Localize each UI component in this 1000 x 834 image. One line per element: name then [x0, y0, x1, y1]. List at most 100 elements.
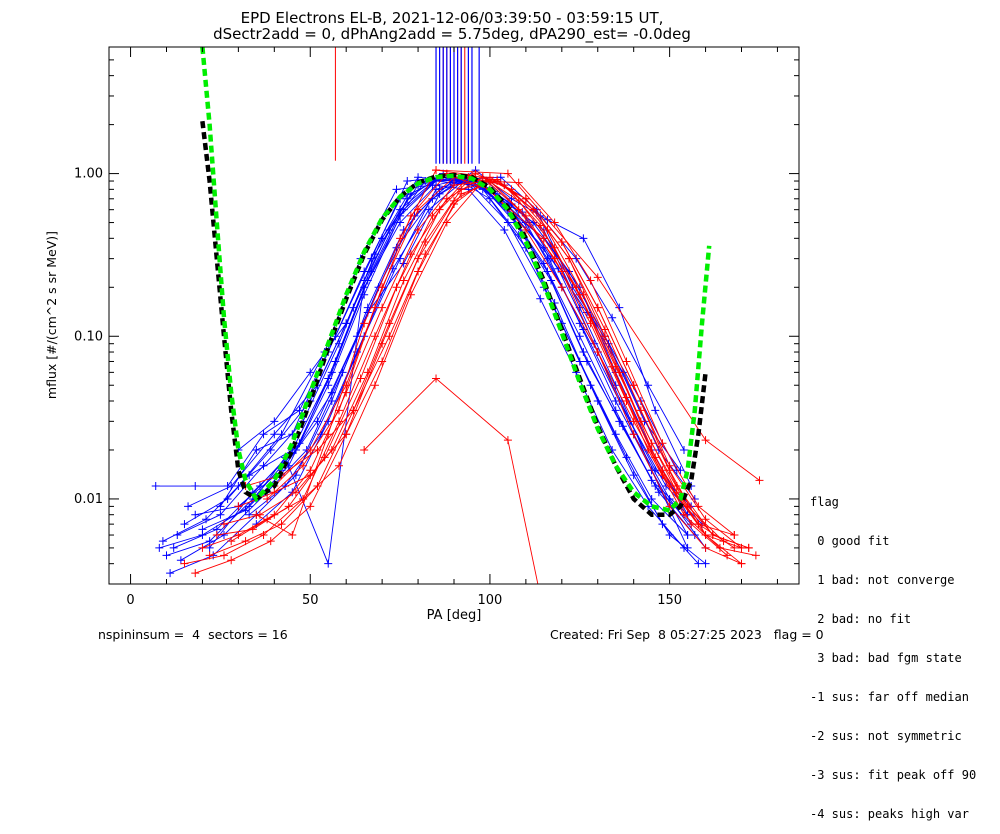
data-point-blue — [575, 303, 584, 312]
data-point-red — [198, 543, 207, 552]
data-point-red — [622, 396, 631, 405]
data-point-blue — [162, 551, 171, 560]
data-point-blue — [579, 234, 588, 243]
data-point-blue — [266, 445, 275, 454]
data-point-red — [687, 520, 696, 529]
legend-entry: 0 good fit — [810, 534, 890, 548]
data-point-blue — [173, 531, 182, 540]
data-point-blue — [349, 303, 358, 312]
series-line-blue — [159, 180, 688, 549]
data-point-blue — [435, 189, 444, 198]
data-point-red — [370, 332, 379, 341]
data-point-red — [306, 502, 315, 511]
data-point-red — [565, 254, 573, 263]
data-point-red — [414, 205, 423, 214]
data-point-red — [701, 531, 710, 540]
data-point-red — [550, 254, 559, 263]
data-point-blue — [694, 559, 703, 568]
data-point-red — [557, 283, 566, 292]
data-point-blue — [615, 417, 624, 426]
data-point-red — [227, 537, 236, 546]
data-point-red — [593, 303, 602, 312]
data-point-red — [737, 543, 746, 552]
data-point-blue — [575, 332, 584, 341]
series-line-red — [266, 173, 735, 536]
data-point-red — [356, 374, 365, 383]
data-point-blue — [270, 430, 279, 439]
data-point-red — [277, 520, 286, 529]
legend-entry: 2 bad: no fit — [810, 612, 912, 626]
data-point-blue — [658, 520, 667, 529]
data-point-red — [266, 537, 275, 546]
data-point-red — [288, 531, 297, 540]
data-point-blue — [683, 543, 692, 552]
data-point-blue — [396, 218, 405, 227]
x-tick-label: 150 — [657, 593, 682, 608]
data-point-blue — [216, 510, 225, 519]
data-point-red — [342, 430, 351, 439]
data-point-blue — [158, 537, 167, 546]
data-point-red — [385, 332, 394, 341]
axis-layer: 0 50 100 150 0.01 0.10 1.00 — [74, 46, 799, 608]
legend-entry: -2 sus: not symmetric — [810, 729, 962, 743]
data-point-blue — [680, 445, 688, 454]
series-line-red — [195, 178, 742, 574]
data-point-red — [284, 502, 293, 511]
data-point-blue — [151, 482, 160, 491]
data-point-blue — [306, 368, 315, 377]
legend-title: flag — [810, 495, 839, 509]
data-layer — [151, 47, 764, 617]
data-point-blue — [392, 185, 401, 194]
data-point-blue — [169, 543, 178, 552]
legend-entry: -1 sus: far off median — [810, 690, 969, 704]
data-point-red — [593, 348, 602, 357]
data-point-red — [450, 181, 458, 190]
chart-title: EPD Electrons EL-B, 2021-12-06/03:39:50 … — [241, 9, 664, 27]
y-tick-label: 1.00 — [74, 167, 103, 182]
data-point-red — [629, 430, 638, 439]
data-point-blue — [342, 319, 351, 328]
data-point-blue — [166, 569, 175, 578]
data-point-red — [550, 243, 559, 252]
data-point-red — [629, 417, 638, 426]
data-point-blue — [611, 396, 620, 405]
data-point-red — [557, 237, 566, 246]
data-point-blue — [324, 417, 333, 426]
data-point-red — [313, 445, 322, 454]
data-point-red — [234, 502, 243, 511]
y-tick-label: 0.01 — [74, 492, 103, 507]
data-point-blue — [485, 194, 494, 203]
data-point-red — [514, 205, 523, 214]
data-point-red — [396, 234, 405, 243]
legend-entry: -4 sus: peaks high var — [810, 807, 969, 821]
data-point-red — [378, 357, 387, 366]
data-point-red — [540, 609, 548, 617]
data-point-red — [335, 461, 343, 470]
data-point-red — [406, 250, 415, 259]
data-point-blue — [647, 476, 656, 485]
data-point-blue — [291, 445, 300, 454]
data-point-red — [428, 211, 437, 220]
data-point-red — [360, 319, 369, 328]
series-line-red — [238, 176, 742, 565]
data-point-red — [399, 276, 408, 285]
y-axis-label: mflux [#/(cm^2 s sr MeV)] — [44, 231, 59, 399]
x-axis-label: PA [deg] — [427, 608, 482, 623]
data-point-red — [694, 520, 703, 529]
data-point-red — [715, 543, 724, 552]
legend-entry: 3 bad: bad fgm state — [810, 651, 962, 665]
data-point-red — [514, 196, 523, 205]
x-tick-label: 100 — [478, 593, 503, 608]
data-point-red — [406, 211, 415, 220]
data-point-blue — [611, 381, 620, 390]
data-point-blue — [403, 177, 412, 186]
data-point-blue — [414, 173, 423, 182]
data-point-blue — [572, 254, 581, 263]
data-point-blue — [611, 406, 620, 415]
data-point-red — [299, 461, 308, 470]
data-point-red — [755, 476, 764, 485]
data-point-blue — [220, 531, 228, 540]
data-point-blue — [184, 502, 193, 511]
data-point-blue — [324, 374, 333, 383]
data-point-blue — [424, 205, 433, 214]
